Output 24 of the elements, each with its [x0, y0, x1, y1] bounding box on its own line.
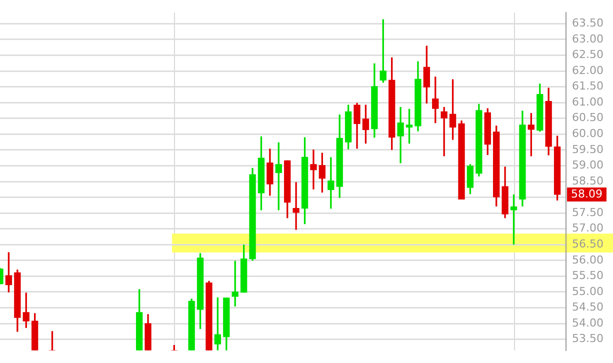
y-tick-label: 63.50: [572, 16, 604, 30]
y-tick-label: 56.00: [572, 253, 604, 266]
y-tick-label: 59.50: [572, 142, 604, 156]
y-tick-label: 55.50: [572, 269, 604, 282]
y-tick-label: 60.00: [572, 127, 604, 140]
y-tick-label: 60.50: [572, 111, 604, 124]
y-tick-label: 63.00: [572, 32, 604, 46]
y-tick-label: 57.50: [572, 206, 604, 219]
y-tick-label: 57.00: [572, 222, 604, 235]
y-tick-label: 61.00: [572, 95, 604, 108]
candlestick: [397, 106, 404, 164]
y-tick-label: 54.50: [572, 300, 604, 314]
annotation: 58.09: [571, 187, 602, 200]
y-tick-label: 54.00: [572, 316, 604, 330]
y-tick-label: 58.50: [572, 174, 604, 188]
y-tick-label: 62.00: [572, 64, 604, 77]
y-tick-label: 61.50: [572, 80, 604, 93]
y-tick-label: 59.00: [572, 158, 604, 172]
y-tick-label: 55.00: [572, 284, 604, 298]
candlestick: [310, 150, 317, 190]
candlestick: [292, 182, 300, 230]
y-tick-label: 62.50: [572, 48, 604, 62]
y-tick-label: 53.50: [572, 332, 604, 346]
y-tick-label: 56.50: [572, 238, 604, 250]
